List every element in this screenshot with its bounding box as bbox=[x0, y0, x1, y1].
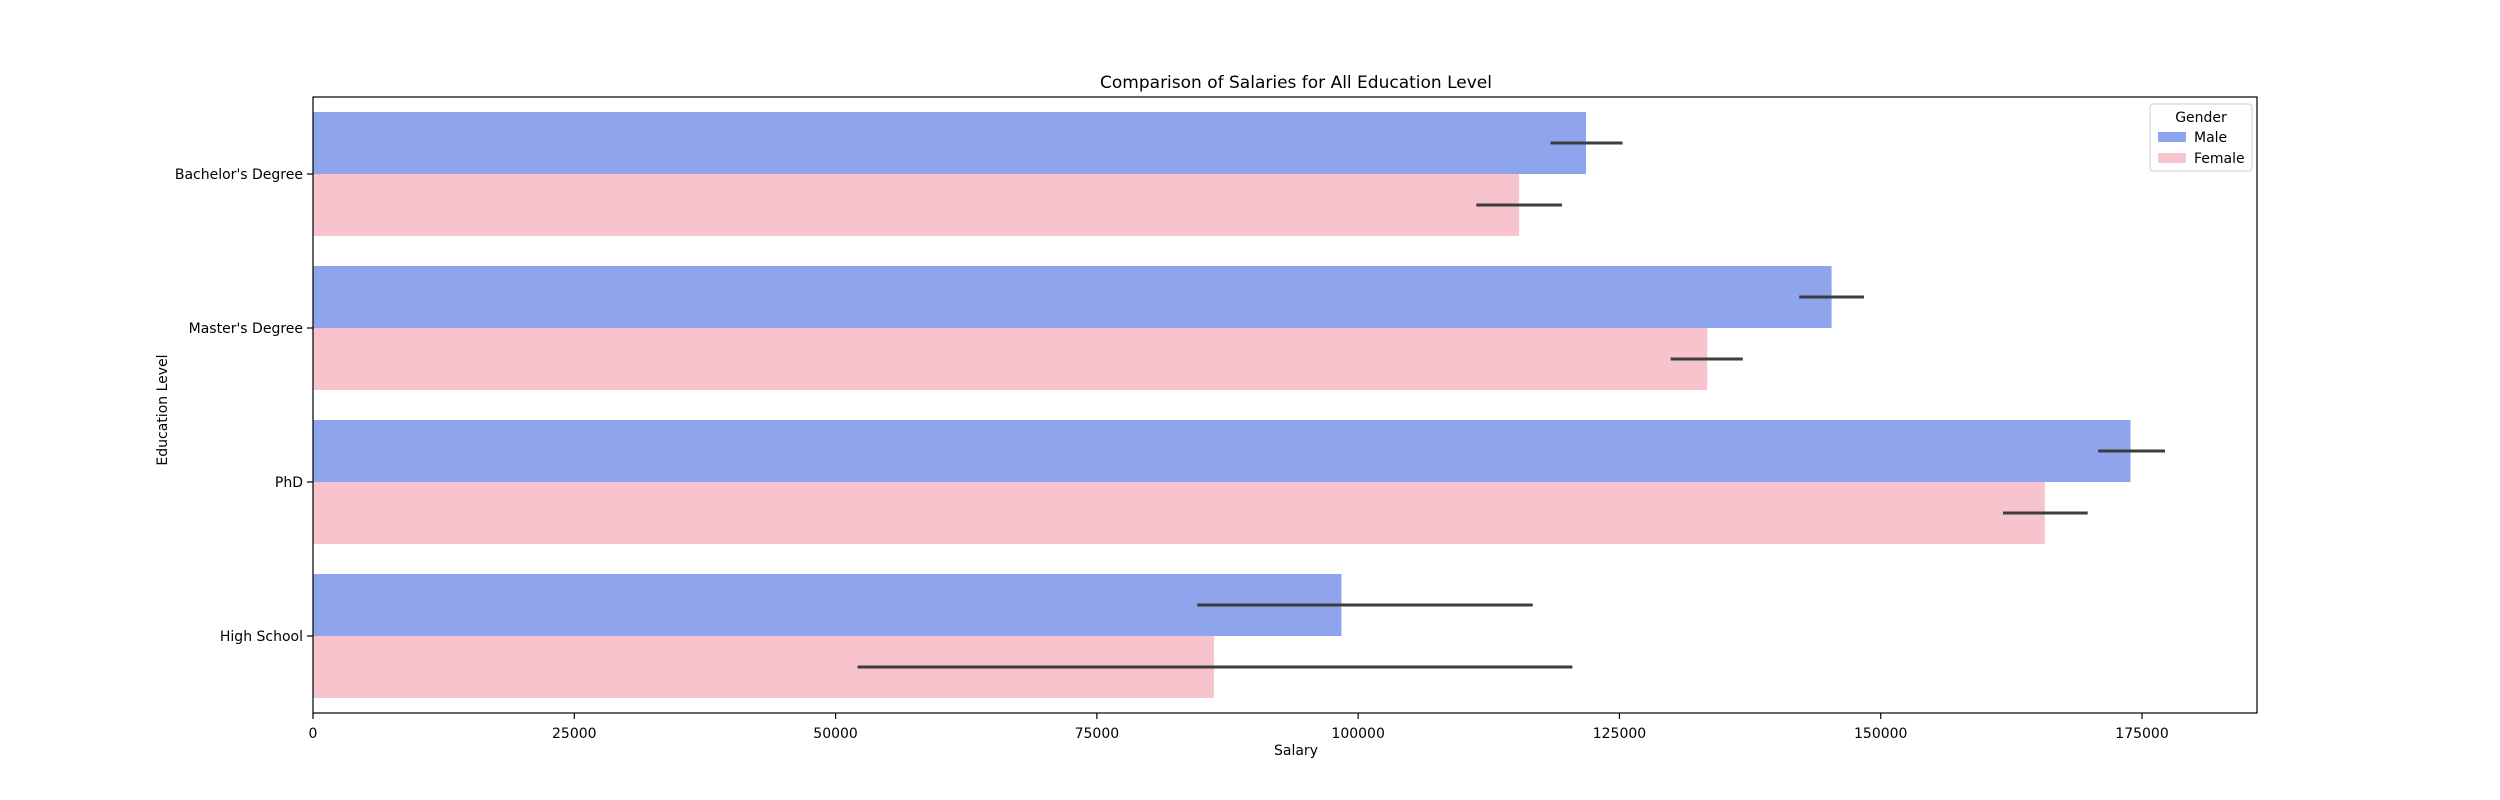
legend-swatch-female bbox=[2158, 153, 2186, 163]
axes-frame bbox=[312, 96, 2258, 714]
bar-female-master-s-degree bbox=[313, 328, 1708, 390]
x-tick-label: 0 bbox=[309, 726, 318, 742]
bar-male-master-s-degree bbox=[313, 266, 1832, 328]
x-tick-label: 75000 bbox=[1075, 726, 1120, 742]
bar-male-phd bbox=[313, 420, 2131, 482]
bar-female-bachelor-s-degree bbox=[313, 174, 1520, 236]
x-tick-label: 25000 bbox=[552, 726, 597, 742]
legend-label-male: Male bbox=[2194, 130, 2227, 146]
x-tick-label: 175000 bbox=[2115, 726, 2168, 742]
x-tick-label: 150000 bbox=[1854, 726, 1907, 742]
x-tick-label: 50000 bbox=[813, 726, 858, 742]
y-tick-label: Bachelor's Degree bbox=[175, 167, 303, 183]
bar-male-high-school bbox=[313, 574, 1342, 636]
x-tick-label: 125000 bbox=[1593, 726, 1646, 742]
y-tick-label: PhD bbox=[275, 475, 303, 491]
plot-area: 0 25000 50000 75000 100000 125000 150000 175000… bbox=[175, 96, 2258, 742]
legend-title: Gender bbox=[2175, 110, 2227, 126]
bar-male-bachelor-s-degree bbox=[313, 112, 1587, 174]
legend-swatch-male bbox=[2158, 132, 2186, 142]
legend-label-female: Female bbox=[2194, 151, 2245, 167]
chart-title: Comparison of Salaries for All Education… bbox=[1100, 73, 1492, 93]
x-axis-label: Salary bbox=[1274, 743, 1318, 759]
bar-female-phd bbox=[313, 482, 2045, 544]
x-tick-label: 100000 bbox=[1331, 726, 1384, 742]
y-tick-label: High School bbox=[220, 629, 303, 645]
legend: Gender Male Female bbox=[2149, 103, 2253, 172]
y-tick-label: Master's Degree bbox=[189, 321, 303, 337]
y-axis-label: Education Level bbox=[155, 354, 171, 465]
